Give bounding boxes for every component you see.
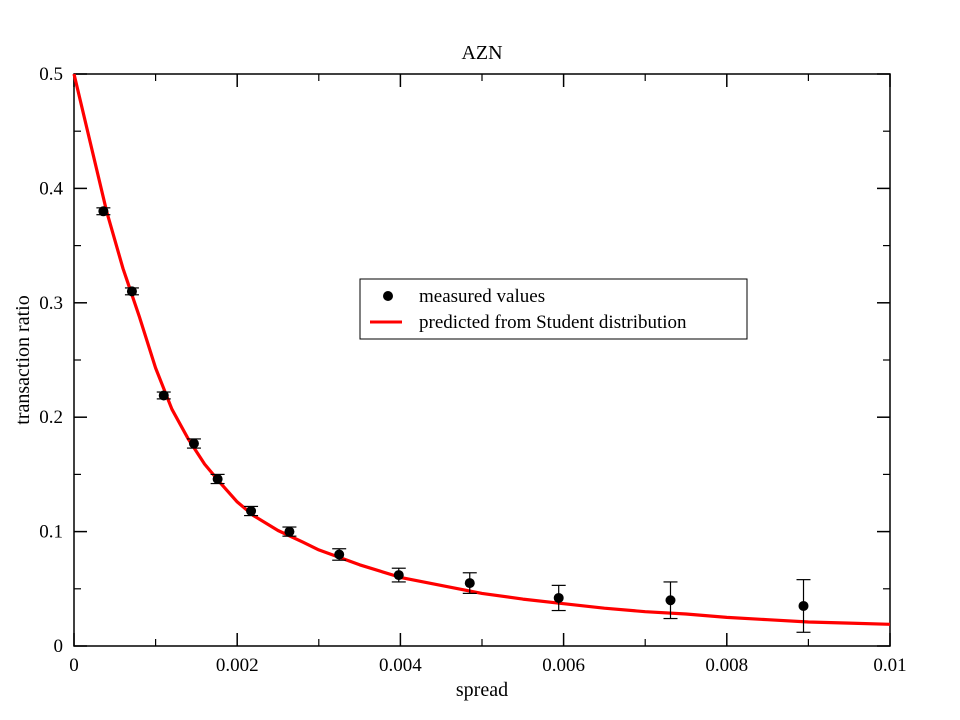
data-point xyxy=(462,572,477,594)
x-tick-label: 0.004 xyxy=(379,655,422,676)
chart-title: AZN xyxy=(461,42,502,64)
data-point-marker xyxy=(665,595,676,606)
legend-box xyxy=(359,278,748,340)
x-tick-label: 0.008 xyxy=(705,655,748,676)
axis-ticks xyxy=(73,73,891,647)
x-tick-label: 0.006 xyxy=(542,655,585,676)
y-tick-label: 0.2 xyxy=(39,407,63,428)
x-tick-labels: 0 0.002 0.004 0.006 0.008 0.01 xyxy=(69,655,906,676)
y-tick-label: 0.1 xyxy=(39,522,63,543)
data-point-marker xyxy=(188,438,199,449)
data-point-marker xyxy=(284,526,295,537)
data-point xyxy=(796,579,811,633)
predicted-curve xyxy=(72,73,891,626)
y-tick-label: 0 xyxy=(54,636,64,657)
points-layer xyxy=(96,206,811,633)
data-point-marker xyxy=(464,578,475,589)
curve-layer xyxy=(72,73,891,626)
data-point xyxy=(551,584,566,612)
data-point xyxy=(244,505,259,517)
data-point xyxy=(332,548,347,561)
data-point xyxy=(210,473,225,485)
y-tick-labels: 0 0.1 0.2 0.3 0.4 0.5 xyxy=(39,64,63,657)
legend-marker-measured xyxy=(383,291,393,301)
data-point-marker xyxy=(158,390,169,401)
data-point-marker xyxy=(126,286,137,297)
y-tick-label: 0.5 xyxy=(39,64,63,85)
legend-label-measured: measured values xyxy=(419,286,545,307)
data-point xyxy=(186,438,201,449)
data-point xyxy=(156,390,171,401)
data-point-marker xyxy=(246,506,257,517)
legend: measured values predicted from Student d… xyxy=(359,278,748,340)
data-point-marker xyxy=(334,549,345,560)
y-tick-label: 0.4 xyxy=(39,178,63,199)
y-axis-title: transaction ratio xyxy=(12,295,34,424)
data-point-marker xyxy=(212,473,223,484)
x-axis-title: spread xyxy=(456,679,508,701)
data-point-marker xyxy=(798,600,809,611)
data-point-marker xyxy=(553,592,564,603)
data-point xyxy=(391,567,406,583)
data-point xyxy=(282,526,297,537)
y-tick-label: 0.3 xyxy=(39,293,63,314)
plot-area xyxy=(72,73,891,647)
legend-label-predicted: predicted from Student distribution xyxy=(419,312,687,333)
data-point xyxy=(96,206,111,217)
data-point xyxy=(663,581,678,620)
data-point xyxy=(124,286,139,297)
x-tick-label: 0.01 xyxy=(873,655,906,676)
data-point-marker xyxy=(98,206,109,217)
x-tick-label: 0 xyxy=(69,655,79,676)
x-tick-label: 0.002 xyxy=(216,655,259,676)
data-point-marker xyxy=(393,570,404,581)
